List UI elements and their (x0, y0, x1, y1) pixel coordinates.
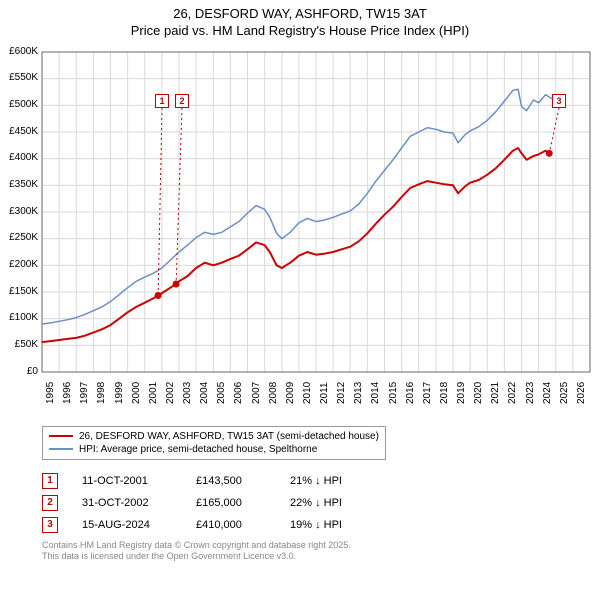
y-axis-tick-label: £600K (0, 46, 38, 57)
x-axis-tick-label: 2026 (576, 382, 587, 404)
transaction-badge: 2 (42, 495, 58, 511)
x-axis-tick-label: 2017 (422, 382, 433, 404)
footer-line-1: Contains HM Land Registry data © Crown c… (42, 540, 590, 552)
x-axis-tick-label: 2009 (285, 382, 296, 404)
transaction-date: 11-OCT-2001 (82, 475, 172, 487)
transaction-price: £410,000 (196, 519, 266, 531)
y-axis-tick-label: £350K (0, 179, 38, 190)
x-axis-tick-label: 2015 (388, 382, 399, 404)
legend-swatch-property (49, 435, 73, 437)
title-block: 26, DESFORD WAY, ASHFORD, TW15 3AT Price… (0, 0, 600, 42)
y-axis-tick-label: £500K (0, 99, 38, 110)
transaction-delta: 19% ↓ HPI (290, 519, 370, 531)
x-axis-tick-label: 2016 (405, 382, 416, 404)
footer-note: Contains HM Land Registry data © Crown c… (42, 540, 590, 563)
transaction-price: £165,000 (196, 497, 266, 509)
x-axis-tick-label: 2023 (525, 382, 536, 404)
x-axis-tick-label: 2021 (490, 382, 501, 404)
transaction-date: 15-AUG-2024 (82, 519, 172, 531)
chart-plot-area: £0 £50K £100K £150K £200K £250K £300K £350K £400… (0, 42, 600, 422)
chart-marker-badge: 2 (175, 94, 189, 108)
footer-line-2: This data is licensed under the Open Gov… (42, 551, 590, 563)
legend-row-1: 26, DESFORD WAY, ASHFORD, TW15 3AT (semi… (49, 430, 379, 443)
x-axis-tick-label: 2011 (319, 382, 330, 404)
x-axis-tick-label: 2014 (370, 382, 381, 404)
y-axis-tick-label: £200K (0, 259, 38, 270)
x-axis-tick-label: 2022 (507, 382, 518, 404)
chart-marker-badge: 3 (552, 94, 566, 108)
x-axis-tick-label: 2025 (559, 382, 570, 404)
y-axis-tick-label: £100K (0, 312, 38, 323)
x-axis-tick-label: 2006 (233, 382, 244, 404)
y-axis-tick-label: £300K (0, 206, 38, 217)
x-axis-tick-label: 2002 (165, 382, 176, 404)
title-line-2: Price paid vs. HM Land Registry's House … (0, 23, 600, 40)
x-axis-tick-label: 2012 (336, 382, 347, 404)
transaction-row: 3 15-AUG-2024 £410,000 19% ↓ HPI (42, 514, 590, 536)
transaction-date: 31-OCT-2002 (82, 497, 172, 509)
x-axis-tick-label: 1999 (114, 382, 125, 404)
y-axis-tick-label: £50K (0, 339, 38, 350)
x-axis-tick-label: 2001 (148, 382, 159, 404)
transaction-delta: 21% ↓ HPI (290, 475, 370, 487)
x-axis-tick-label: 2013 (353, 382, 364, 404)
chart-marker-badge: 1 (155, 94, 169, 108)
x-axis-tick-label: 1998 (96, 382, 107, 404)
x-axis-tick-label: 1997 (79, 382, 90, 404)
transaction-price: £143,500 (196, 475, 266, 487)
legend-box: 26, DESFORD WAY, ASHFORD, TW15 3AT (semi… (42, 426, 386, 460)
x-axis-tick-label: 1996 (62, 382, 73, 404)
x-axis-tick-label: 2005 (216, 382, 227, 404)
x-axis-tick-label: 2007 (251, 382, 262, 404)
y-axis-tick-label: £250K (0, 232, 38, 243)
y-axis-tick-label: £0 (0, 366, 38, 377)
x-axis-tick-label: 2018 (439, 382, 450, 404)
legend-label-property: 26, DESFORD WAY, ASHFORD, TW15 3AT (semi… (79, 431, 379, 442)
x-axis-tick-label: 2010 (302, 382, 313, 404)
x-axis-tick-label: 2020 (473, 382, 484, 404)
x-axis-tick-label: 2008 (268, 382, 279, 404)
transaction-row: 1 11-OCT-2001 £143,500 21% ↓ HPI (42, 470, 590, 492)
x-axis-tick-label: 2000 (131, 382, 142, 404)
x-axis-tick-label: 2003 (182, 382, 193, 404)
transaction-badge: 3 (42, 517, 58, 533)
title-line-1: 26, DESFORD WAY, ASHFORD, TW15 3AT (0, 6, 600, 23)
y-axis-tick-label: £550K (0, 72, 38, 83)
x-axis-tick-label: 2004 (199, 382, 210, 404)
legend-swatch-hpi (49, 448, 73, 450)
y-axis-tick-label: £450K (0, 126, 38, 137)
x-axis-tick-label: 2019 (456, 382, 467, 404)
y-axis-tick-label: £400K (0, 152, 38, 163)
x-axis-tick-label: 1995 (45, 382, 56, 404)
y-axis-tick-label: £150K (0, 286, 38, 297)
transaction-badge: 1 (42, 473, 58, 489)
chart-container: 26, DESFORD WAY, ASHFORD, TW15 3AT Price… (0, 0, 600, 563)
legend-row-2: HPI: Average price, semi-detached house,… (49, 443, 379, 456)
x-axis-tick-label: 2024 (542, 382, 553, 404)
transactions-table: 1 11-OCT-2001 £143,500 21% ↓ HPI 2 31-OCT-200… (42, 470, 590, 536)
transaction-delta: 22% ↓ HPI (290, 497, 370, 509)
legend-label-hpi: HPI: Average price, semi-detached house,… (79, 444, 317, 455)
transaction-row: 2 31-OCT-2002 £165,000 22% ↓ HPI (42, 492, 590, 514)
